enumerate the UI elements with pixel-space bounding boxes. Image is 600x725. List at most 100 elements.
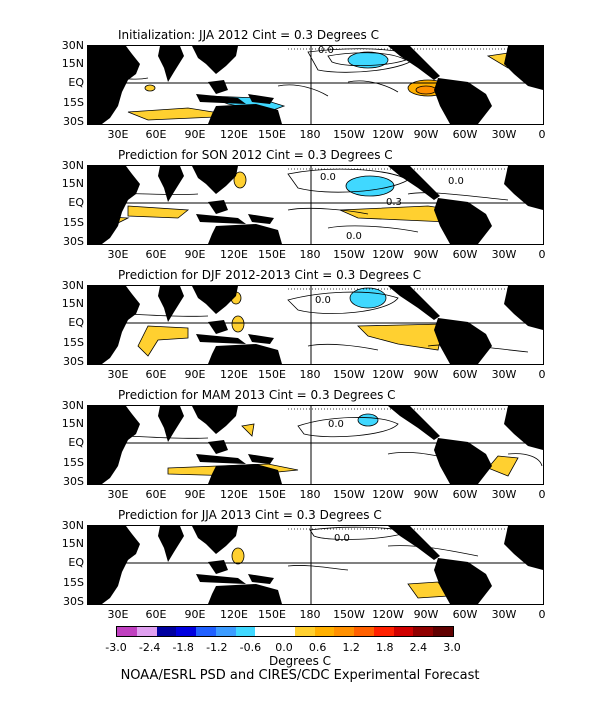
longitude-label: 90W <box>413 488 439 501</box>
latitude-label: 30S <box>63 355 84 368</box>
latitude-label: 30N <box>61 279 84 292</box>
warm-anomaly-region <box>357 323 445 351</box>
land-mass <box>434 78 492 124</box>
land-mass <box>196 334 246 344</box>
longitude-label: 150W <box>333 368 365 381</box>
colorbar-swatch <box>215 627 236 636</box>
land-mass <box>158 286 184 322</box>
warm-anomaly-region <box>137 325 189 357</box>
latitude-label: 30N <box>61 159 84 172</box>
warm-anomaly-region <box>415 85 437 95</box>
contour-line <box>287 545 479 571</box>
land-mass <box>208 200 228 214</box>
longitude-label: 150W <box>333 608 365 621</box>
land-mass <box>208 560 228 574</box>
colorbar-label: 1.2 <box>342 641 360 654</box>
land-mass <box>388 46 440 80</box>
colorbar-swatch <box>294 627 315 636</box>
colorbar-swatch <box>117 627 137 636</box>
map-canvas: 0.0 <box>88 526 543 604</box>
longitude-label: 120E <box>220 368 248 381</box>
longitude-label: 180 <box>299 608 321 621</box>
latitude-label: 15N <box>61 417 84 430</box>
colorbar-swatch <box>176 627 197 636</box>
longitude-label: 90W <box>413 608 439 621</box>
contour-line <box>307 343 379 351</box>
map-panel: Prediction for JJA 2013 Cint = 0.3 Degre… <box>0 508 600 632</box>
map-panel: Initialization: JJA 2012 Cint = 0.3 Degr… <box>0 28 600 152</box>
longitude-label: 120E <box>220 488 248 501</box>
panel-title: Prediction for JJA 2013 Cint = 0.3 Degre… <box>118 508 382 522</box>
latitude-label: 30S <box>63 475 84 488</box>
contour-line <box>297 417 399 438</box>
colorbar-label: -1.2 <box>206 641 228 654</box>
colorbar <box>116 626 454 637</box>
land-mass <box>208 80 228 94</box>
land-mass <box>434 198 492 244</box>
sst-anomaly-map: 0.0 <box>87 525 544 605</box>
land-mass <box>504 526 543 570</box>
longitude-label: 120W <box>372 128 404 141</box>
contour-label: 0.0 <box>328 419 344 430</box>
warm-anomaly-region <box>487 455 519 477</box>
land-mass <box>196 214 246 224</box>
colorbar-swatch <box>373 627 394 636</box>
latitude-label: EQ <box>68 316 84 329</box>
colorbar-units: Degrees C <box>268 654 332 668</box>
longitude-label: 60E <box>145 488 167 501</box>
latitude-label: 15N <box>61 537 84 550</box>
colorbar-label: -3.0 <box>105 641 127 654</box>
latitude-label: 15S <box>63 456 84 469</box>
cold-anomaly-region <box>347 51 389 69</box>
land-mass <box>88 406 140 484</box>
longitude-label: 30E <box>107 488 129 501</box>
land-mass <box>388 286 440 320</box>
contour-label: 0.0 <box>448 176 464 187</box>
longitude-label: 150W <box>333 128 365 141</box>
colorbar-swatch <box>235 627 256 636</box>
contour-line <box>287 291 399 314</box>
longitude-label: 90E <box>184 488 206 501</box>
panel-title: Prediction for MAM 2013 Cint = 0.3 Degre… <box>118 388 396 402</box>
latitude-label: 30S <box>63 595 84 608</box>
longitude-label: 120W <box>372 488 404 501</box>
land-mass <box>158 406 184 442</box>
latitude-label: 15S <box>63 96 84 109</box>
longitude-label: 150W <box>333 248 365 261</box>
land-mass <box>196 574 246 584</box>
longitude-label: 120E <box>220 608 248 621</box>
panel-title: Prediction for SON 2012 Cint = 0.3 Degre… <box>118 148 393 162</box>
land-mass <box>248 334 274 344</box>
colorbar-label: 0.0 <box>275 641 293 654</box>
longitude-label: 150E <box>258 248 286 261</box>
longitude-label: 120E <box>220 248 248 261</box>
longitude-label: 0 <box>538 488 546 501</box>
longitude-label: 90W <box>413 248 439 261</box>
latitude-label: 30S <box>63 115 84 128</box>
land-mass <box>504 166 543 210</box>
longitude-label: 90E <box>184 368 206 381</box>
longitude-label: 30W <box>491 128 517 141</box>
longitude-label: 150E <box>258 488 286 501</box>
land-mass <box>504 286 543 330</box>
latitude-label: EQ <box>68 196 84 209</box>
land-mass <box>88 166 140 244</box>
longitude-label: 150E <box>258 128 286 141</box>
colorbar-swatch <box>334 627 355 636</box>
latitude-label: 30S <box>63 235 84 248</box>
longitude-label: 90E <box>184 248 206 261</box>
latitude-label: 30N <box>61 519 84 532</box>
land-mass <box>208 224 282 244</box>
longitude-label: 60E <box>145 128 167 141</box>
longitude-label: 90W <box>413 128 439 141</box>
land-mass <box>208 104 282 124</box>
colorbar-swatch <box>255 627 276 636</box>
cold-anomaly-region <box>349 287 387 309</box>
longitude-label: 180 <box>299 488 321 501</box>
longitude-label: 60E <box>145 368 167 381</box>
land-mass <box>192 406 238 434</box>
colorbar-swatch <box>136 627 157 636</box>
colorbar-label: 2.4 <box>409 641 428 654</box>
latitude-label: 15S <box>63 216 84 229</box>
longitude-label: 180 <box>299 248 321 261</box>
